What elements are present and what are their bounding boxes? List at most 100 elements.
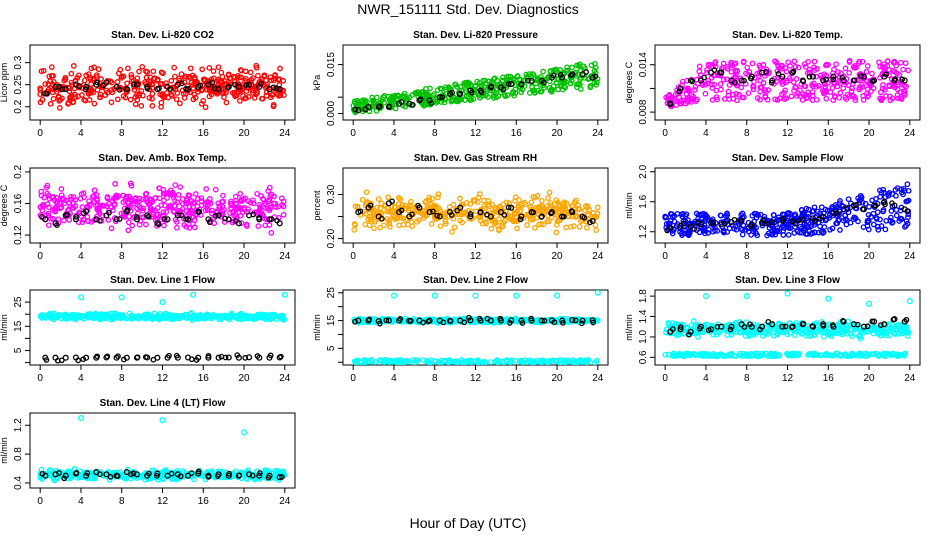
data-point [137,313,143,320]
data-point [58,357,65,364]
data-point [833,330,839,336]
data-point [85,311,91,318]
data-point [776,95,783,102]
data-point [60,196,67,203]
data-point [780,215,787,222]
data-point [198,195,205,201]
data-point [404,358,410,364]
data-point [251,313,258,320]
data-point [774,330,780,337]
data-point [852,97,859,104]
data-point [669,320,676,326]
data-point [809,97,816,104]
data-point [64,211,70,218]
y-tick-label: 0.16 [13,193,24,213]
panel-title: Stan. Dev. Line 2 Flow [423,275,528,286]
data-point [483,80,489,86]
data-point [793,76,800,82]
data-point [839,74,846,81]
data-point [80,356,87,363]
data-point [822,85,828,92]
data-point [683,325,690,332]
data-point [726,225,733,232]
data-point [577,86,584,92]
data-point [824,207,831,214]
data-point [437,207,443,214]
data-point [811,204,818,211]
y-tick-label: 2.0 [638,164,649,178]
data-point [728,331,735,338]
data-point [848,88,855,95]
data-point [893,62,899,69]
data-point [277,65,283,72]
data-point [805,223,812,230]
data-point [142,196,149,203]
data-point [721,229,727,236]
data-point [686,331,692,338]
data-points [351,290,601,365]
data-point [484,315,491,322]
data-point [717,81,724,87]
data-point [695,80,701,87]
data-point [140,92,146,99]
data-point [234,352,241,358]
data-point [351,221,358,227]
data-point [587,219,593,226]
data-point [702,230,708,237]
data-point [142,312,148,319]
data-point [882,86,888,93]
data-point [445,208,452,214]
data-point [889,95,896,102]
plot-frame [29,289,296,366]
data-point [209,79,216,86]
x-tick-label: 0 [37,496,43,507]
data-point [680,210,686,217]
x-tick-label: 16 [198,373,210,384]
panel-title: Stan. Dev. Li-820 Temp. [732,30,843,41]
data-point [118,210,125,217]
data-point [205,353,212,359]
data-point [45,222,52,229]
data-point [835,69,841,75]
data-point [720,76,727,83]
data-point [212,213,219,219]
data-point [207,219,213,226]
data-point [174,212,181,219]
data-point [787,210,793,217]
data-point [223,89,229,96]
data-point [244,313,251,320]
data-point [70,63,77,69]
data-point [540,221,547,228]
data-point [518,213,525,220]
data-point [272,72,278,79]
data-point [781,90,787,96]
data-point [741,77,747,84]
data-point [219,78,225,85]
data-points [350,60,601,116]
data-point [728,59,734,66]
data-point [896,72,903,78]
data-point [116,216,123,222]
data-point [869,197,876,204]
data-point [744,64,751,71]
data-point [845,196,852,203]
data-point [784,290,791,297]
x-tick-label: 12 [782,373,794,384]
data-point [458,96,465,103]
data-point [176,313,183,320]
data-point [844,205,851,211]
data-point [159,81,165,87]
data-point [72,94,79,100]
data-point [677,324,684,330]
data-point [254,353,261,359]
data-point [183,216,189,223]
data-point [866,203,872,210]
data-point [591,214,597,221]
data-point [155,221,162,228]
data-point [874,209,881,216]
data-point [236,205,243,212]
panel-title: Stan. Dev. Line 3 Flow [735,275,840,286]
panel-title: Stan. Dev. Line 4 (LT) Flow [100,398,226,409]
data-point [571,199,578,206]
data-point [541,84,547,91]
